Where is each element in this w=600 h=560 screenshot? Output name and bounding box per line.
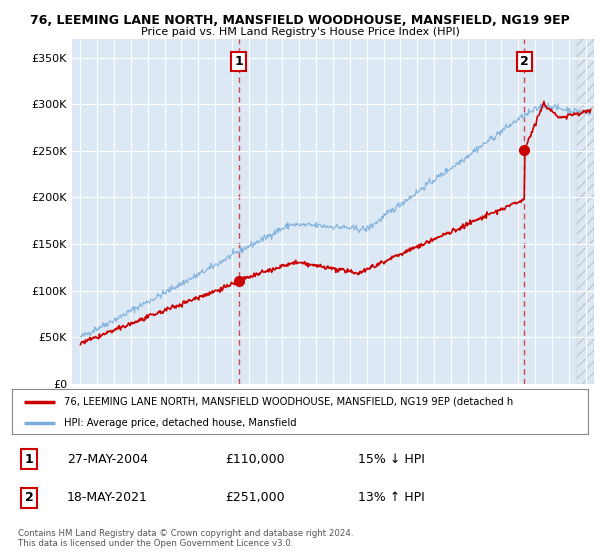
Text: Price paid vs. HM Land Registry's House Price Index (HPI): Price paid vs. HM Land Registry's House … bbox=[140, 27, 460, 37]
Text: 2: 2 bbox=[25, 491, 34, 504]
Text: 13% ↑ HPI: 13% ↑ HPI bbox=[358, 491, 424, 504]
Text: 1: 1 bbox=[235, 55, 243, 68]
Text: 27-MAY-2004: 27-MAY-2004 bbox=[67, 453, 148, 466]
Text: Contains HM Land Registry data © Crown copyright and database right 2024.: Contains HM Land Registry data © Crown c… bbox=[18, 529, 353, 538]
Text: 18-MAY-2021: 18-MAY-2021 bbox=[67, 491, 148, 504]
Text: £251,000: £251,000 bbox=[225, 491, 285, 504]
Text: £110,000: £110,000 bbox=[225, 453, 285, 466]
Text: 15% ↓ HPI: 15% ↓ HPI bbox=[358, 453, 424, 466]
Text: 76, LEEMING LANE NORTH, MANSFIELD WOODHOUSE, MANSFIELD, NG19 9EP (detached h: 76, LEEMING LANE NORTH, MANSFIELD WOODHO… bbox=[64, 396, 513, 407]
Text: HPI: Average price, detached house, Mansfield: HPI: Average price, detached house, Mans… bbox=[64, 418, 296, 428]
Text: 2: 2 bbox=[520, 55, 529, 68]
Text: 1: 1 bbox=[25, 453, 34, 466]
Text: 76, LEEMING LANE NORTH, MANSFIELD WOODHOUSE, MANSFIELD, NG19 9EP: 76, LEEMING LANE NORTH, MANSFIELD WOODHO… bbox=[30, 14, 570, 27]
Text: This data is licensed under the Open Government Licence v3.0.: This data is licensed under the Open Gov… bbox=[18, 539, 293, 548]
